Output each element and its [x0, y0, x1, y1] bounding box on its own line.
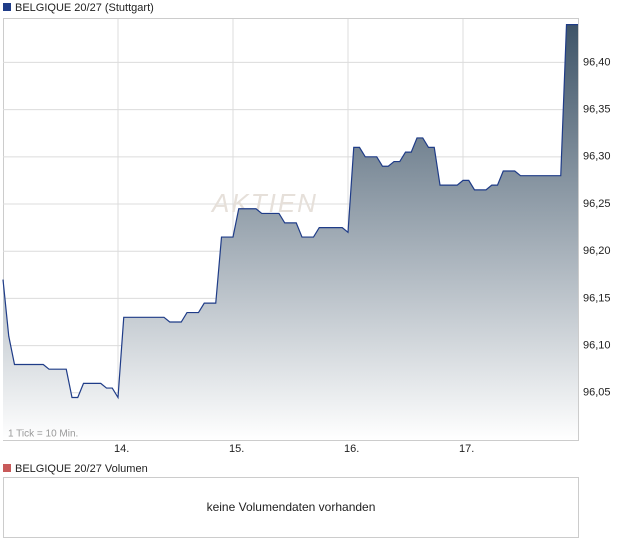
y-tick-label: 96,30 — [583, 151, 611, 163]
volume-title: BELGIQUE 20/27 Volumen — [15, 463, 148, 475]
y-tick-label: 96,10 — [583, 340, 611, 352]
legend-swatch — [3, 464, 11, 472]
y-tick-label: 96,40 — [583, 56, 611, 68]
x-tick-label: 16. — [344, 443, 359, 455]
y-tick-label: 96,25 — [583, 198, 611, 210]
y-tick-label: 96,05 — [583, 387, 611, 399]
legend-swatch — [3, 3, 11, 11]
y-tick-label: 96,15 — [583, 292, 611, 304]
x-tick-label: 14. — [114, 443, 129, 455]
y-tick-label: 96,20 — [583, 245, 611, 257]
x-tick-label: 17. — [459, 443, 474, 455]
volume-message: keine Volumendaten vorhanden — [207, 500, 376, 514]
y-tick-label: 96,35 — [583, 104, 611, 116]
volume-frame — [3, 477, 579, 538]
chart-title: BELGIQUE 20/27 (Stuttgart) — [15, 2, 154, 14]
area — [3, 24, 578, 440]
tick-note: 1 Tick = 10 Min. — [8, 429, 78, 440]
price-line — [2, 24, 578, 400]
x-tick-label: 15. — [229, 443, 244, 455]
